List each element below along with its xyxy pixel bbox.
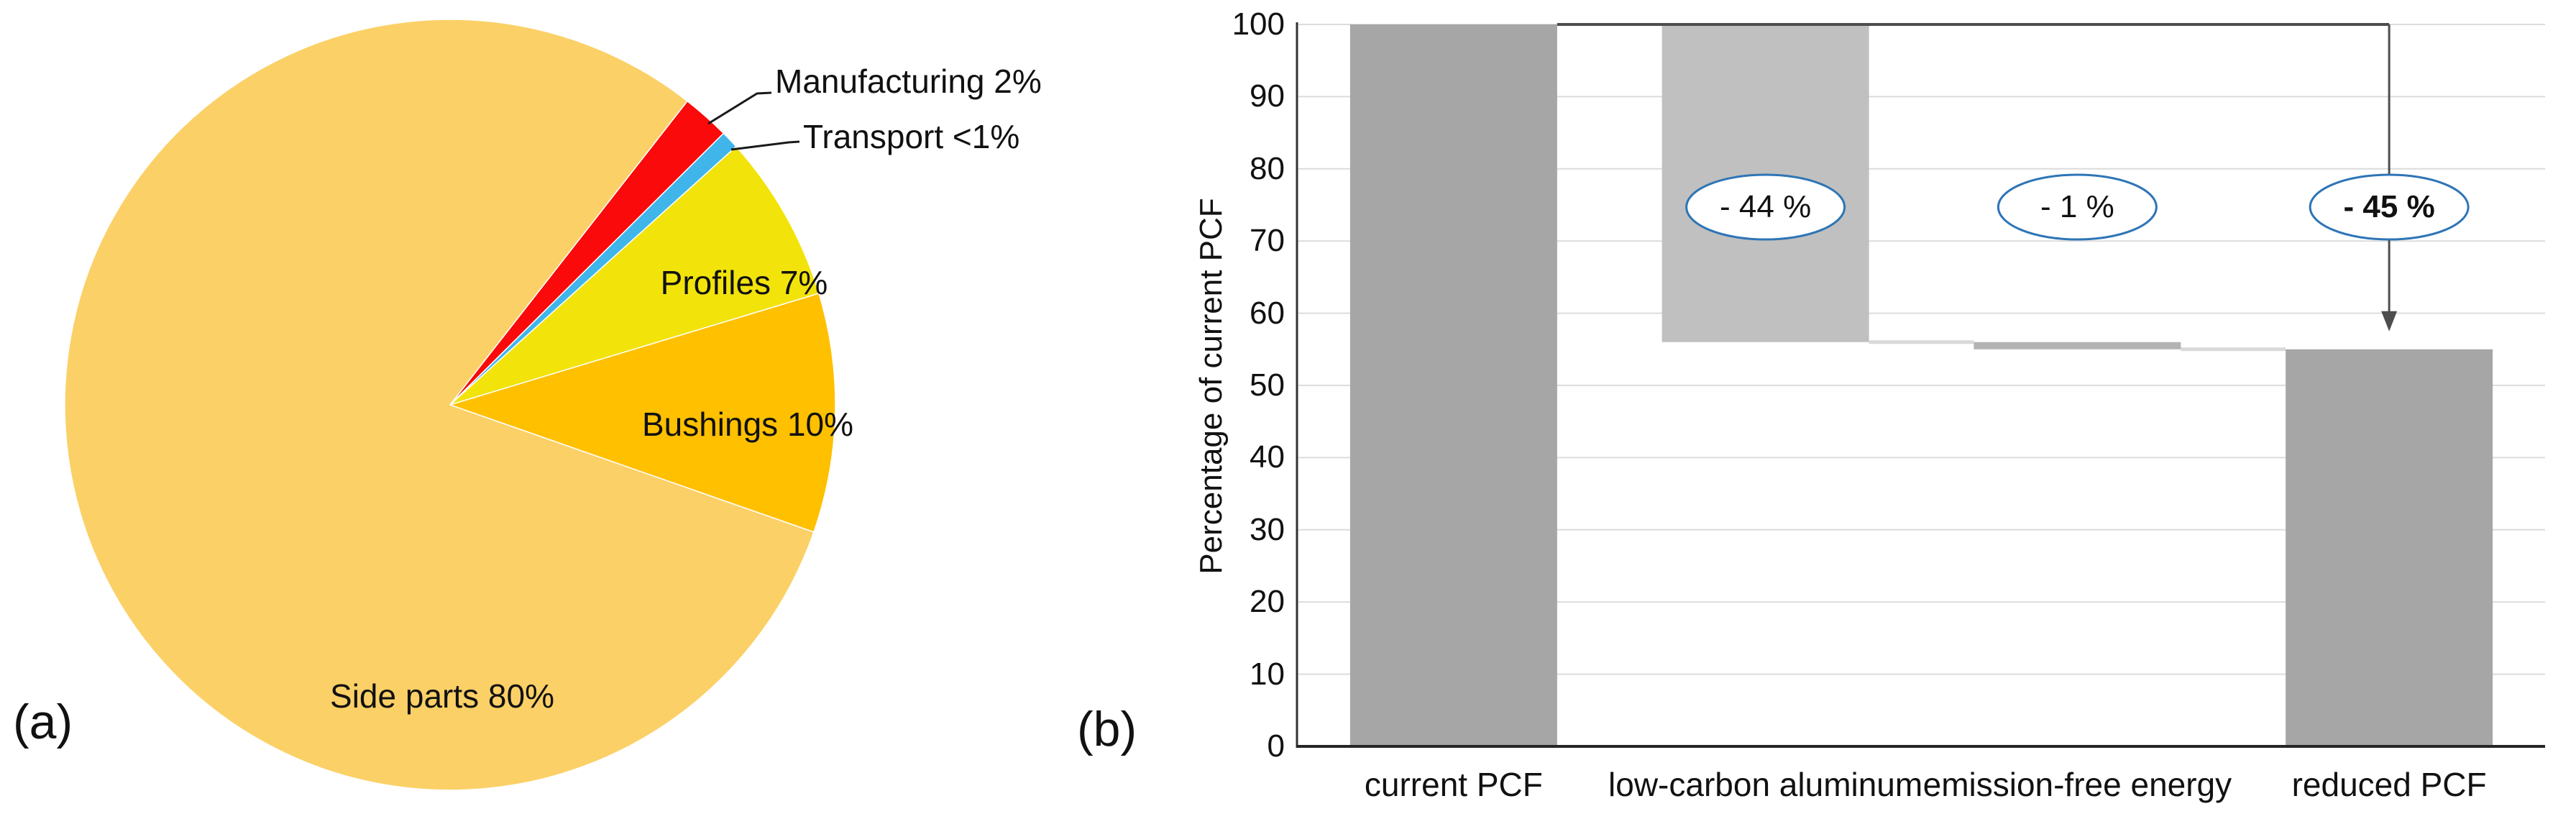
pie-chart-svg [64, 19, 836, 791]
bar-current-pcf [1349, 24, 1557, 746]
x-category-label: low-carbon aluminum [1608, 766, 1923, 803]
y-tick-label: 60 [1250, 295, 1285, 331]
panel-a-label: (a) [13, 695, 73, 749]
y-tick-label: 10 [1250, 656, 1285, 692]
y-tick-label: 0 [1267, 728, 1285, 764]
y-tick-label: 50 [1250, 367, 1285, 403]
y-tick-label: 30 [1250, 511, 1285, 547]
y-tick-label: 20 [1250, 584, 1285, 620]
annotation-label: - 44 % [1720, 189, 1812, 224]
pie-label-side-parts: Side parts 80% [330, 677, 554, 715]
annotation-ellipse [1997, 173, 2158, 241]
y-tick-label: 90 [1250, 78, 1285, 114]
pie-label-bushings: Bushings 10% [641, 406, 854, 443]
x-category-label: emission-free energy [1922, 766, 2232, 803]
annotation-ellipse [2309, 173, 2470, 241]
pie-slice-side-parts [64, 19, 815, 791]
pie-slice-bushings [448, 293, 836, 533]
y-tick-label: 80 [1250, 150, 1285, 186]
annotation-label: - 1 % [2040, 189, 2114, 224]
bar-reduced-pcf [2286, 349, 2493, 746]
pie-slice-profiles [449, 145, 820, 406]
annotation-label: - 45 % [2343, 189, 2435, 224]
y-tick-label: 70 [1250, 223, 1285, 259]
annotation-ellipse [1685, 173, 1846, 241]
bar-emission-free-energy [1974, 342, 2181, 349]
leader-line-transport [730, 140, 800, 151]
pie-label-transport: Transport <1% [803, 118, 1020, 155]
arrow-head-icon [2381, 311, 2398, 331]
panel-b-label: (b) [1077, 702, 1137, 756]
pie-label-profiles: Profiles 7% [660, 264, 828, 301]
pie-label-manufacturing: Manufacturing 2% [775, 63, 1042, 100]
x-category-label: current PCF [1364, 766, 1543, 803]
x-category-label: reduced PCF [2291, 766, 2487, 803]
y-tick-label: 40 [1250, 439, 1285, 475]
y-tick-label: 100 [1232, 6, 1285, 42]
leader-line-manufacturing [707, 91, 772, 125]
